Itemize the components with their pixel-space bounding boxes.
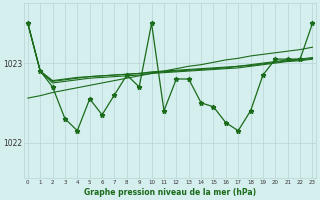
X-axis label: Graphe pression niveau de la mer (hPa): Graphe pression niveau de la mer (hPa) xyxy=(84,188,256,197)
